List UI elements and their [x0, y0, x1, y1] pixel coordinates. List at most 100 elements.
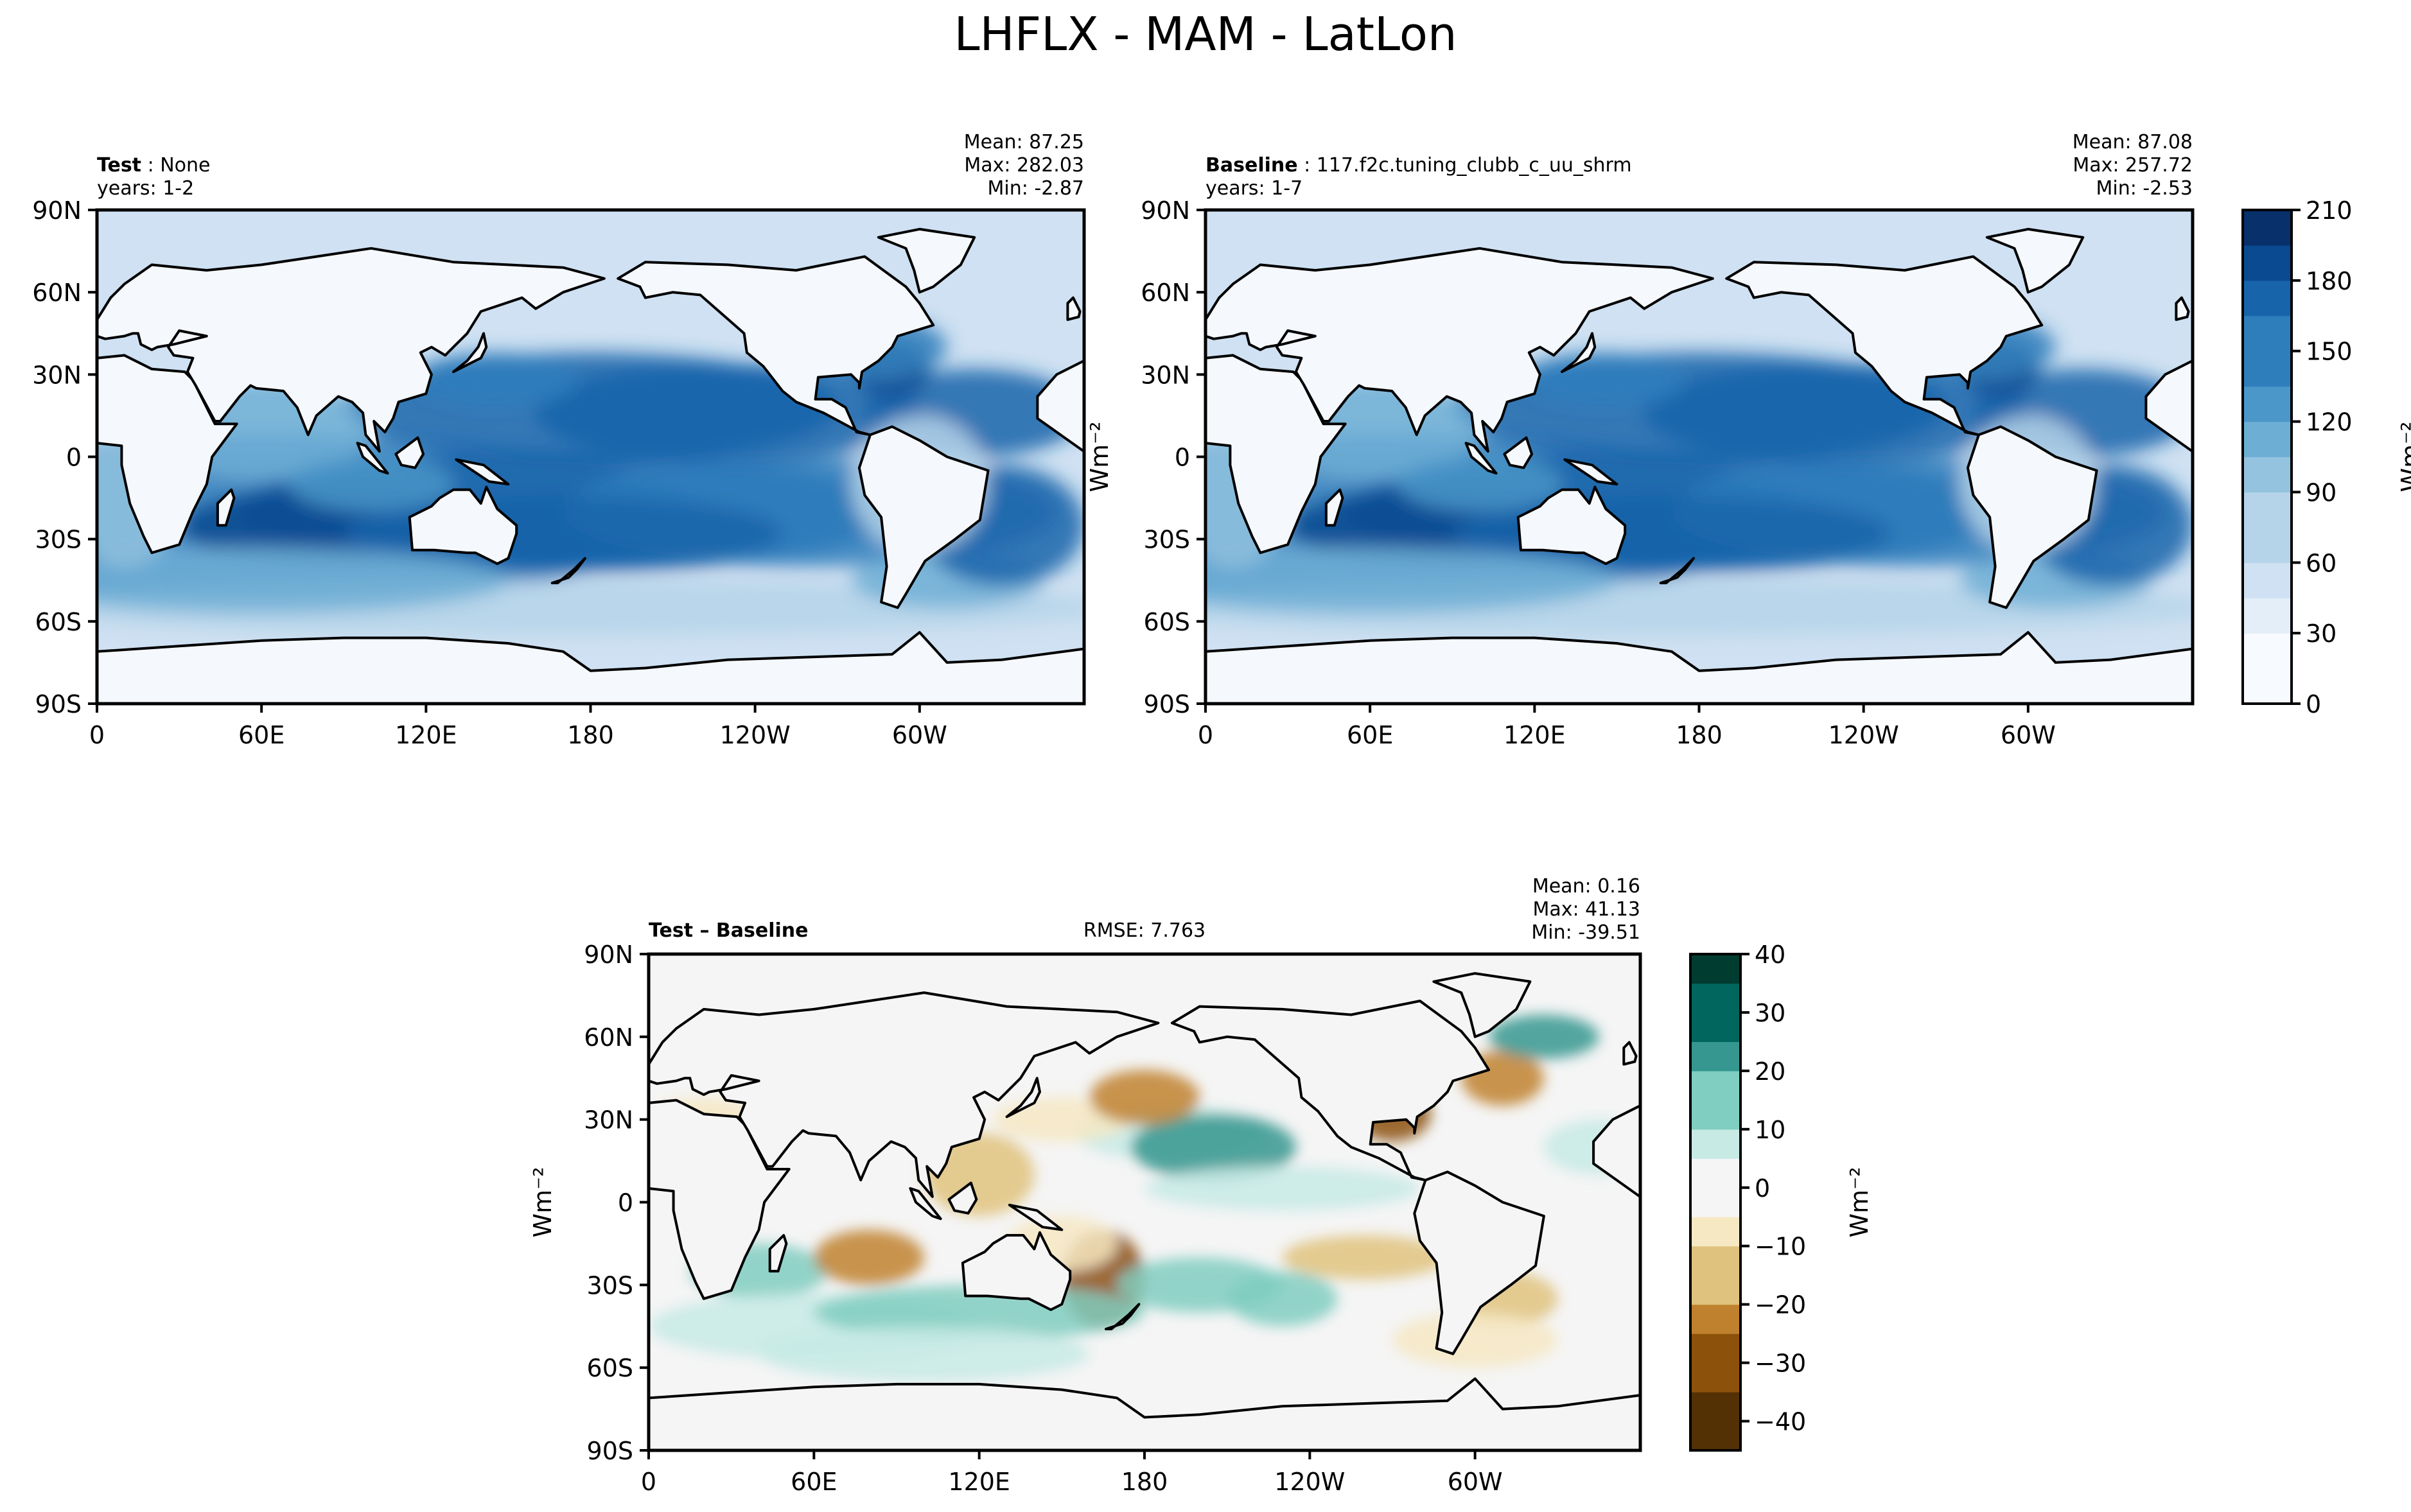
y-tick-label: 60N [1141, 279, 1190, 307]
field-region [924, 1133, 1035, 1216]
coastline-americaS [1966, 425, 2098, 609]
land-layer [1206, 227, 2193, 704]
colorbar-bin [1690, 983, 1740, 1013]
coastline-eurasia [1206, 247, 1714, 453]
coastline-japan [452, 332, 488, 374]
field-region [814, 1230, 924, 1285]
colorbar-bin [2243, 633, 2292, 669]
colorbar-bin [1690, 1158, 1740, 1188]
colorbar-difference: 40 30 20 10 0 −10 −20 −30 −40 Wm⁻² [1689, 941, 1873, 1452]
rmse-label: RMSE: 7.763 [1083, 919, 1206, 942]
coastline-nz [1659, 557, 1695, 584]
colorbar-tick-label: 10 [1755, 1116, 1785, 1144]
colorbar-bin [2243, 562, 2292, 598]
x-tick-label: 0 [89, 721, 105, 749]
field-region [758, 1326, 1090, 1382]
field-region [1144, 1166, 1420, 1211]
stat-line: Max: 41.13 [1532, 898, 1640, 921]
colorbar-tick-label: 60 [2306, 549, 2336, 577]
y-tick-label: 30S [35, 526, 82, 554]
coastline-newguinea [1008, 1203, 1064, 1231]
colorbar-bin [1690, 1070, 1740, 1100]
colorbar-bin [2243, 421, 2292, 458]
panel-title-bold: Test – Baseline [649, 919, 809, 942]
y-tick-label: 60N [584, 1023, 633, 1052]
field-region [1644, 363, 2028, 463]
panel-title-text: 117.f2c.tuning_clubb_c_uu_shrm [1317, 154, 1632, 177]
x-tick-label: 120W [720, 721, 791, 749]
y-tick-label: 90S [1144, 690, 1190, 718]
colorbar-bin [2243, 386, 2292, 422]
colorbar-bin [2243, 280, 2292, 317]
colorbar-frame [1689, 953, 1742, 1452]
y-tick-label: 60N [32, 279, 82, 307]
field-region [1520, 352, 1686, 408]
colorbar-label: Wm⁻² [1845, 1167, 1873, 1238]
colorbar-bin [2243, 245, 2292, 281]
field-region [288, 456, 454, 512]
coastline-greenland [877, 227, 976, 294]
colorbar-bin [2243, 456, 2292, 493]
colorbar-tick-label: 150 [2306, 338, 2353, 366]
field-layer [1206, 314, 2193, 636]
coastline-borneo [947, 1181, 978, 1215]
colorbar-bin [1690, 1334, 1740, 1364]
y-tick-label: 90N [32, 196, 82, 225]
colorbar-bin [1690, 1100, 1740, 1130]
y-tick-label: 60S [35, 608, 82, 636]
coastline-africaE [1206, 354, 1347, 554]
colorbar-main: 210 180 150 120 90 60 30 0 Wm⁻² [2241, 196, 2411, 718]
panel-baseline: 0 60E 120E 180 120W 60W 90N 60N 30N 0 30S 60S 90S Bas… [1085, 131, 2195, 749]
field-region [1227, 1271, 1338, 1326]
colorbar-tick-label: 30 [1755, 999, 1785, 1027]
colorbar-tick-label: 40 [1755, 941, 1785, 969]
coastline-greenland [1985, 227, 2085, 294]
colorbar-tick-label: 180 [2306, 267, 2353, 295]
colorbar-tick-label: −20 [1755, 1291, 1806, 1319]
colorbar-tick-label: 30 [2306, 620, 2336, 648]
coastline-nz [1105, 1303, 1141, 1330]
stat-line: Mean: 0.16 [1532, 875, 1640, 898]
y-tick-label: 90N [1141, 196, 1190, 225]
x-tick-label: 120W [1274, 1468, 1345, 1496]
y-tick-label: 0 [66, 444, 82, 472]
coastline-americaS [1413, 1170, 1545, 1355]
coastline-japan [1005, 1077, 1041, 1118]
coastline-madagascar [1324, 488, 1344, 527]
coastline-newguinea [1563, 458, 1618, 486]
panel-test: 0 60E 120E 180 120W 60W 90N 60N 30N 0 30S 60S 90S Tes… [32, 131, 1086, 749]
y-axis-label: Wm⁻² [529, 1167, 557, 1238]
x-tick-label: 120W [1828, 721, 1899, 749]
panel-title: Baseline : 117.f2c.tuning_clubb_c_uu_shr… [1206, 154, 1632, 177]
y-tick-label: 60S [587, 1354, 633, 1382]
y-axis-label: Wm⁻² [1085, 422, 1114, 492]
panel-title-text: None [160, 154, 210, 177]
field-region [1392, 1312, 1558, 1368]
colorbar-bin [1690, 1041, 1740, 1072]
x-tick-label: 0 [1198, 721, 1213, 749]
coastline-eurasia [649, 991, 1160, 1198]
field-region [412, 352, 577, 408]
coastline-nz [550, 557, 586, 584]
colorbar-bin [1690, 1012, 1740, 1043]
x-tick-label: 60W [1448, 1468, 1503, 1496]
coastline-japan [1561, 332, 1597, 374]
coastline-africa [1036, 360, 1084, 453]
panel-subtitle: years: 1-7 [1206, 177, 1302, 200]
panel-title: Test – Baseline [649, 919, 809, 942]
x-tick-label: 60E [1347, 721, 1393, 749]
panel-difference: 0 60E 120E 180 120W 60W 90N 60N 30N 0 30S 60S 90S Tes… [529, 875, 1642, 1496]
x-tick-label: 60E [238, 721, 285, 749]
colorbar-frame [2241, 209, 2293, 705]
x-tick-label: 180 [1676, 721, 1723, 749]
field-region [1089, 1070, 1200, 1125]
x-tick-label: 60W [2001, 721, 2056, 749]
colorbar-bin [2243, 598, 2292, 634]
field-region [536, 363, 920, 463]
colorbar-bin [1690, 1304, 1740, 1334]
y-tick-label: 30N [32, 361, 82, 389]
coastline-africaE [97, 354, 238, 554]
coastline-australia [408, 485, 518, 566]
colorbar-tick-label: −30 [1755, 1350, 1806, 1378]
stat-line: Max: 257.72 [2073, 154, 2193, 177]
